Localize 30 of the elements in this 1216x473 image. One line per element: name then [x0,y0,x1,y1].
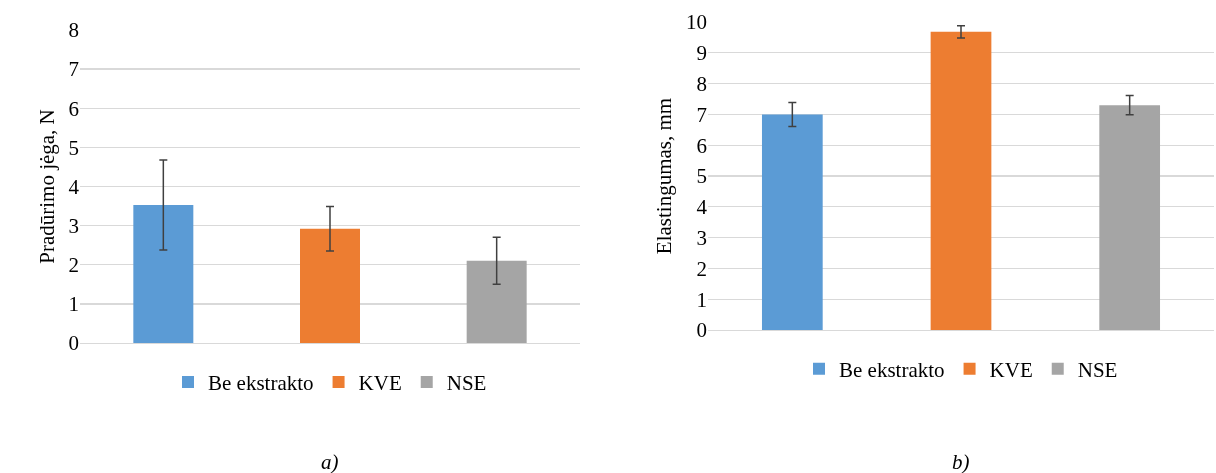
legend-label: NSE [1077,357,1118,382]
y-tick-label: 8 [68,18,79,43]
y-tick-label: 2 [68,253,79,278]
y-tick-label: 0 [68,331,79,356]
y-tick-label: 5 [68,135,79,160]
y-tick-label: 1 [68,292,79,317]
y-tick-label: 4 [696,195,708,220]
y-tick-label: 3 [68,213,79,238]
text: a) [321,450,339,473]
y-tick-label: 0 [696,318,707,343]
legend-label: NSE [446,371,487,396]
y-tick-label: 10 [686,10,707,35]
y-tick-label: 6 [696,133,707,158]
y-axis-title: Elastingumas, mm [652,97,677,255]
y-tick-label: 1 [696,287,707,312]
y-tick-label: 2 [696,256,707,281]
y-tick-label: 7 [68,57,79,82]
y-tick-label: 8 [696,71,707,96]
y-tick-label: 6 [68,96,79,121]
text: b) [952,450,970,473]
y-tick-label: 9 [696,41,707,66]
y-tick-label: 4 [68,174,80,199]
y-tick-label: 7 [696,102,707,127]
legend-label: KVE [358,371,402,396]
legend-label: Be ekstrakto [208,371,314,396]
y-axis-title: Pradūrimo jėga, N [34,109,59,264]
y-tick-label: 3 [696,225,707,250]
legend-label: Be ekstrakto [839,357,945,382]
y-tick-label: 5 [696,164,707,189]
legend-label: KVE [989,357,1033,382]
